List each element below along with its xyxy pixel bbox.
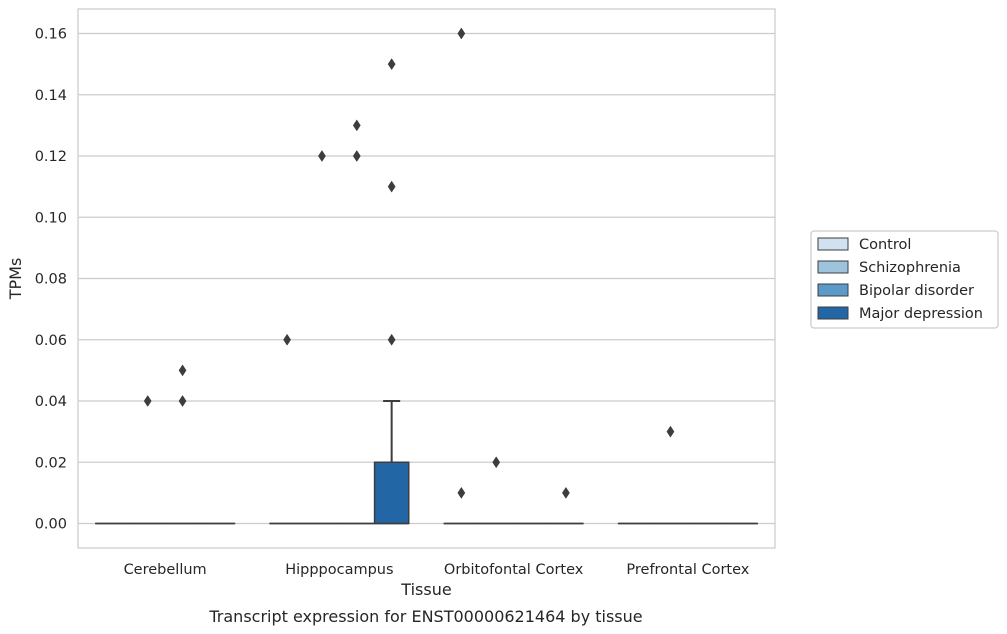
plot-marks	[95, 27, 758, 525]
legend-frame	[810, 230, 999, 329]
y-tick-label: 0.12	[35, 149, 67, 165]
y-tick-label: 0.06	[35, 333, 67, 349]
box-group	[373, 58, 410, 525]
x-tick-label: Prefrontal Cortex	[626, 562, 749, 578]
legend-item: Control	[817, 237, 911, 253]
y-tick-label: 0.02	[35, 455, 67, 471]
outlier-point	[562, 486, 570, 499]
x-tick-label: Cerebellum	[124, 562, 207, 578]
outlier-point	[178, 364, 187, 377]
outlier-point	[387, 58, 396, 71]
outlier-point	[318, 150, 326, 162]
legend-item: Bipolar disorder	[817, 283, 974, 299]
legend-label: Control	[859, 237, 911, 253]
legend-swatch	[817, 306, 849, 320]
y-axis-title: TPMs	[6, 258, 25, 301]
y-tick-label: 0.16	[35, 27, 67, 43]
outlier-point	[387, 333, 396, 346]
legend-swatch	[817, 283, 849, 297]
box-group	[548, 486, 584, 525]
y-tick-label: 0.04	[35, 394, 67, 410]
legend-swatch	[817, 237, 849, 251]
outlier-point	[178, 395, 187, 407]
y-tick-label: 0.14	[35, 88, 67, 104]
outlier-point	[666, 425, 675, 438]
outlier-point	[352, 119, 361, 132]
legend: Control Schizophrenia Bipolar disorder Majo…	[810, 230, 999, 329]
y-tick-label: 0.08	[35, 272, 67, 288]
legend-label: Bipolar disorder	[859, 283, 974, 299]
legend-item: Major depression	[817, 306, 983, 322]
legend-label: Schizophrenia	[859, 260, 961, 276]
x-tick-label: Hipppocampus	[285, 562, 393, 578]
x-axis-title: Tissue	[400, 580, 451, 599]
chart-caption: Transcript expression for ENST0000062146…	[208, 607, 642, 626]
y-tick-label: 0.00	[35, 517, 67, 533]
legend-label: Major depression	[859, 306, 983, 322]
box	[373, 461, 410, 525]
y-tick-label: 0.10	[35, 210, 67, 226]
legend-item: Schizophrenia	[817, 260, 961, 276]
outlier-point	[492, 456, 501, 469]
outlier-point	[457, 27, 466, 40]
outlier-point	[352, 150, 361, 162]
x-tick-label: Orbitofontal Cortex	[444, 562, 584, 578]
x-tick-labels: Cerebellum Hipppocampus Orbitofontal Corte…	[124, 562, 750, 578]
outlier-point	[457, 486, 466, 499]
legend-swatch	[817, 260, 849, 274]
box-group	[338, 119, 375, 525]
y-tick-labels: 0.00 0.02 0.04 0.06 0.08 0.10 0.12 0.14 0.16	[35, 27, 67, 533]
outlier-point	[143, 395, 152, 407]
outlier-point	[283, 333, 291, 346]
outlier-point	[387, 180, 396, 193]
plot-frame	[77, 8, 776, 549]
